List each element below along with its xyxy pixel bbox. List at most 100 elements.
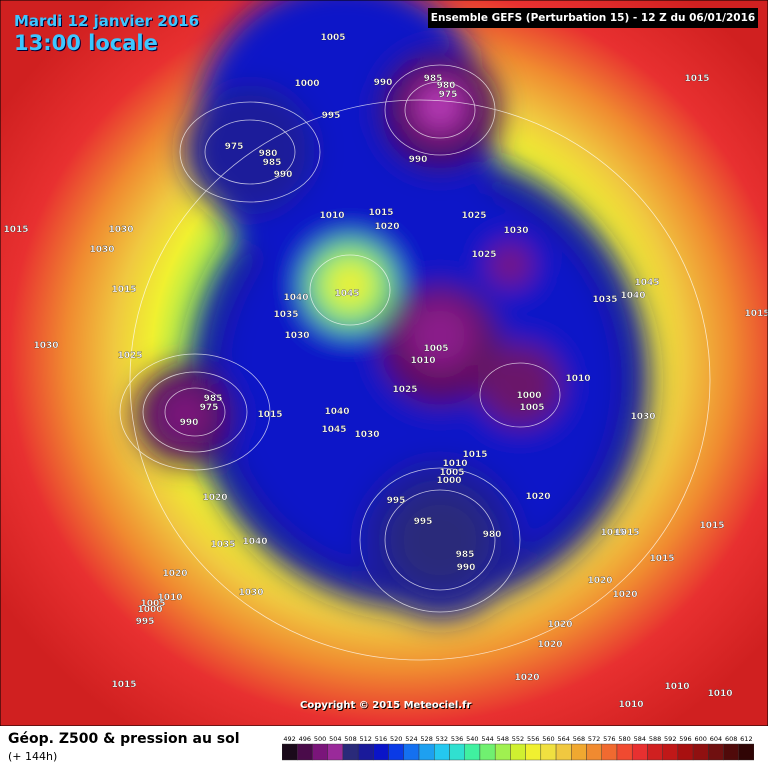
legend-tick-label: 508 xyxy=(344,735,356,743)
isobar-label: 990 xyxy=(409,155,428,165)
isobar-label: 1015 xyxy=(111,285,136,295)
isobar-label: 1030 xyxy=(108,225,133,235)
legend-tick-label: 492 xyxy=(283,735,295,743)
isobar-label: 1030 xyxy=(33,341,58,351)
legend-swatch xyxy=(342,743,359,761)
isobar-label: 1025 xyxy=(392,385,417,395)
isobar-label: 1000 xyxy=(294,79,319,89)
isobar-label: 1040 xyxy=(324,407,349,417)
isobar-label: 1035 xyxy=(273,310,298,320)
isobar-label: 1015 xyxy=(462,450,487,460)
isobar-label: 1015 xyxy=(699,521,724,531)
isobar-label: 1015 xyxy=(3,225,28,235)
variable-title: Géop. Z500 & pression au sol xyxy=(8,731,240,747)
legend-tick-label: 588 xyxy=(649,735,661,743)
legend-swatch xyxy=(464,743,481,761)
isobar-label: 1045 xyxy=(634,278,659,288)
isobar-label: 1020 xyxy=(525,492,550,502)
isobar-label: 1005 xyxy=(439,468,464,478)
geopotential-map: 1005985980975990100099597598098599099010… xyxy=(0,0,768,726)
copyright-notice: Copyright © 2015 Meteociel.fr xyxy=(300,700,472,711)
isobar-label: 1040 xyxy=(620,291,645,301)
legend-tick-label: 496 xyxy=(299,735,311,743)
isobar-label: 1005 xyxy=(423,344,448,354)
isobar-label: 975 xyxy=(225,142,244,152)
legend-tick-label: 524 xyxy=(405,735,417,743)
field-blob xyxy=(478,343,562,427)
legend-tick-label: 612 xyxy=(740,735,752,743)
isobar-label: 1035 xyxy=(592,295,617,305)
legend-swatch xyxy=(418,743,435,761)
legend-swatch xyxy=(601,743,618,761)
isobar-label: 1035 xyxy=(210,540,235,550)
legend-tick-label: 516 xyxy=(375,735,387,743)
legend-swatch xyxy=(479,743,496,761)
isobar-label: 1030 xyxy=(89,245,114,255)
legend-swatch xyxy=(357,743,374,761)
legend-tick-label: 584 xyxy=(634,735,646,743)
legend-tick-label: 580 xyxy=(618,735,630,743)
legend-swatch xyxy=(510,743,526,761)
isobar-label: 1000 xyxy=(516,391,541,401)
isobar-label: 985 xyxy=(263,158,282,168)
isobar-label: 995 xyxy=(387,496,406,506)
isobar-label: 1000 xyxy=(436,476,461,486)
isobar-label: 1015 xyxy=(684,74,709,84)
isobar-label: 1005 xyxy=(519,403,544,413)
isobar-label: 975 xyxy=(200,403,219,413)
legend-swatch xyxy=(555,743,572,761)
legend-swatch xyxy=(403,743,420,761)
legend-tick-label: 552 xyxy=(512,735,524,743)
forecast-local-time: 13:00 locale xyxy=(14,31,158,55)
isobar-label: 1015 xyxy=(368,208,393,218)
legend-swatch xyxy=(525,743,542,761)
legend-tick-label: 560 xyxy=(542,735,554,743)
field-blob xyxy=(420,86,460,126)
isobar-label: 980 xyxy=(437,81,456,91)
isobar-label: 1030 xyxy=(284,331,309,341)
isobar-label: 1020 xyxy=(162,569,187,579)
isobar-label: 1030 xyxy=(503,226,528,236)
legend-swatch xyxy=(297,743,313,761)
isobar-label: 1020 xyxy=(374,222,399,232)
legend-swatch xyxy=(434,743,450,761)
legend-swatch xyxy=(312,743,328,761)
isobar-label: 1045 xyxy=(334,289,359,299)
isobar-label: 1010 xyxy=(319,211,344,221)
isobar-label: 1025 xyxy=(461,211,486,221)
isobar-label: 985 xyxy=(204,394,223,404)
forecast-offset: (+ 144h) xyxy=(8,750,58,763)
isobar-label: 1045 xyxy=(321,425,346,435)
model-run-info: Ensemble GEFS (Perturbation 15) - 12 Z d… xyxy=(428,8,758,28)
isobar-label: 1010 xyxy=(410,356,435,366)
isobar-lines xyxy=(119,64,711,661)
legend-swatch xyxy=(723,743,739,761)
legend-swatch xyxy=(738,743,754,761)
field-blob xyxy=(155,385,215,445)
isobar-labels: 1005985980975990100099597598098599099010… xyxy=(3,33,768,710)
legend-swatch xyxy=(449,743,465,761)
isobar-label: 1010 xyxy=(664,682,689,692)
legend-swatch xyxy=(388,743,405,761)
legend-swatch xyxy=(647,743,663,761)
isobar-label: 1025 xyxy=(471,250,496,260)
legend-swatch xyxy=(708,743,724,761)
legend-swatch xyxy=(540,743,557,761)
isobar-label: 985 xyxy=(424,74,443,84)
isobar-label: 1020 xyxy=(612,590,637,600)
field-blob xyxy=(390,490,490,590)
legend-tick-label: 596 xyxy=(679,735,691,743)
isobar-label: 1030 xyxy=(238,588,263,598)
isobar-label: 1020 xyxy=(587,576,612,586)
isobar-label: 990 xyxy=(374,78,393,88)
legend-swatch xyxy=(373,743,389,761)
isobar-label: 1040 xyxy=(283,293,308,303)
legend-tick-label: 608 xyxy=(725,735,737,743)
isobar-label: 985 xyxy=(456,550,475,560)
legend-swatch xyxy=(631,743,648,761)
legend-tick-label: 568 xyxy=(573,735,585,743)
legend-tick-label: 544 xyxy=(481,735,493,743)
isobar-label: 1040 xyxy=(242,537,267,547)
isobar-label: 1005 xyxy=(140,599,165,609)
legend-swatch xyxy=(494,743,511,761)
